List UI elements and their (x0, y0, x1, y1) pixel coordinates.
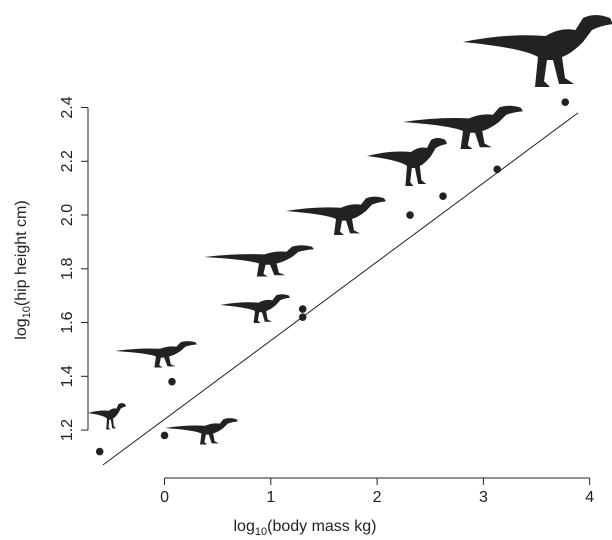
point (561, 98, 570, 106)
silhouette (115, 341, 197, 368)
point (298, 305, 307, 313)
y-tick-label: 2.0 (59, 204, 76, 226)
fit-line (102, 112, 579, 466)
silhouette (286, 196, 386, 235)
x-tick-label: 3 (479, 489, 488, 506)
point (406, 211, 414, 219)
point (168, 377, 176, 386)
x-axis-label: log10(body mass kg) (234, 518, 377, 538)
y-tick-label: 2.4 (59, 96, 76, 118)
x-label-text: (body mass kg) (267, 518, 376, 535)
x-tick-label: 4 (585, 489, 594, 506)
x-tick-label: 2 (373, 489, 382, 506)
point (95, 447, 104, 456)
point (493, 165, 502, 174)
silhouette (367, 138, 447, 186)
silhouettes (88, 15, 612, 445)
y-tick-label: 1.2 (59, 419, 76, 441)
silhouette (204, 245, 314, 277)
y-tick-label: 2.2 (59, 150, 76, 172)
silhouette (165, 418, 238, 445)
x-tick-label: 0 (160, 489, 169, 506)
x-label-base: log (234, 518, 255, 535)
y-label-text: (hip height cm) (13, 200, 30, 306)
point (439, 192, 447, 201)
y-label-sub: 10 (21, 306, 33, 318)
silhouette (220, 294, 290, 323)
y-tick-label: 1.8 (59, 258, 76, 280)
x-label-sub: 10 (255, 526, 267, 538)
silhouette (463, 15, 612, 87)
point (160, 431, 169, 440)
x-tick-label: 1 (266, 489, 275, 506)
y-label-base: log (13, 318, 30, 339)
point (298, 313, 307, 321)
y-tick-label: 1.4 (59, 365, 76, 387)
y-axis-label: log10(hip height cm) (13, 200, 33, 339)
silhouette (403, 105, 523, 149)
silhouette (88, 403, 126, 430)
y-tick-label: 1.6 (59, 311, 76, 333)
